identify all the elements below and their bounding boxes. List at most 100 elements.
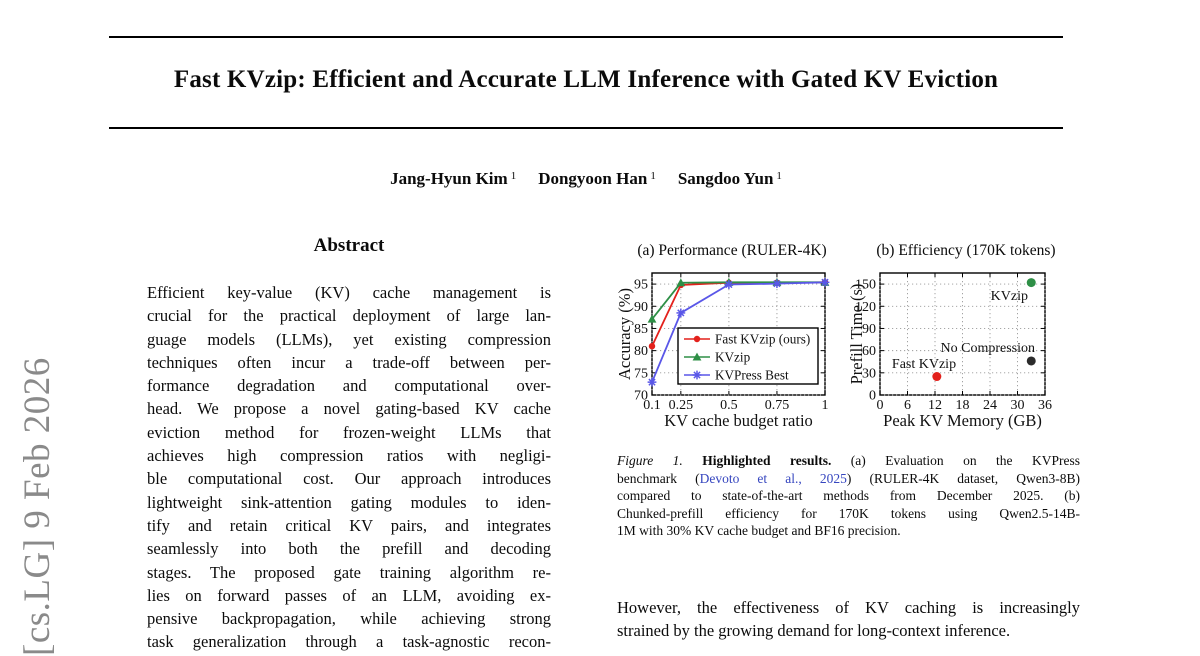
abstract-line: Efficient key-value (KV) cache managemen… <box>147 283 551 302</box>
panel-b-title: (b) Efficiency (170K tokens) <box>876 242 1056 259</box>
abstract-line: eviction method for frozen-weight LLMs t… <box>147 422 551 442</box>
author-affiliation-mark: 1 <box>510 170 517 182</box>
x-tick-label: 24 <box>983 398 997 413</box>
abstract-line: lightweight sink-attention gating module… <box>147 492 551 512</box>
x-tick-label: 1 <box>822 398 829 413</box>
caption-line: Chunked-prefill efficiency for 170K toke… <box>617 505 1080 523</box>
abstract-line: guage models (LLMs), yet existing compre… <box>147 329 551 349</box>
point-label: No Compression <box>941 341 1036 356</box>
caption-text: Chunked-prefill efficiency for 170K toke… <box>617 505 1080 521</box>
author-name: Jang-Hyun Kim <box>390 169 508 188</box>
abstract-line: lies on forward passes of an LLM, avoidi… <box>147 585 551 605</box>
caption-text: ) (RULER-4K dataset, Qwen3-8B) <box>846 470 1080 486</box>
abstract-line: crucial for the practical deployment of … <box>147 306 551 326</box>
author-affiliation-mark: 1 <box>650 170 656 182</box>
legend-label: KVPress Best <box>715 368 789 383</box>
author-affiliation-mark: 1 <box>776 170 782 182</box>
triangle-marker <box>676 278 686 287</box>
y-tick-label: 80 <box>634 344 648 359</box>
y-tick-label: 30 <box>862 366 876 381</box>
x-tick-label: 0 <box>877 398 884 413</box>
caption-emphasis: Highlighted results. <box>702 453 832 468</box>
y-tick-label: 0 <box>869 389 876 404</box>
body-line: strained by the growing demand for long-… <box>617 621 1011 641</box>
abstract-line: stages. The proposed gate training algor… <box>147 562 551 582</box>
author: Sangdoo Yun 1 <box>678 169 782 188</box>
abstract-line: head. We propose a novel gating-based KV… <box>147 399 551 419</box>
asterisk-marker <box>725 280 733 289</box>
x-tick-label: 18 <box>956 398 970 413</box>
y-tick-label: 60 <box>862 344 876 359</box>
point-label: Fast KVzip <box>892 357 956 372</box>
x-tick-label: 0.75 <box>765 398 790 413</box>
x-tick-label: 36 <box>1038 398 1052 413</box>
body-line: However, the effectiveness of KV caching… <box>617 598 1080 617</box>
x-axis-label: Peak KV Memory (GB) <box>883 411 1042 430</box>
legend-label: Fast KVzip (ours) <box>715 332 810 347</box>
caption-line: 1M with 30% KV cache budget and BF16 pre… <box>617 522 1080 540</box>
x-tick-label: 0.5 <box>720 398 738 413</box>
page-title: Fast KVzip: Efficient and Accurate LLM I… <box>173 66 999 93</box>
y-tick-label: 70 <box>634 389 648 404</box>
circle-marker <box>648 343 656 350</box>
caption-text: benchmark ( <box>617 470 700 486</box>
performance-chart: 0.1 0.25 0.5 0.75 1 70 75 80 85 90 95 KV cache budg… <box>615 272 830 430</box>
abstract-text: Efficient key-value (KV) cache managemen… <box>147 281 551 654</box>
legend-label: KVzip <box>715 350 751 365</box>
efficiency-chart: 0 6 12 18 24 30 36 0 30 60 90 120 150 Peak KV Memory … <box>847 272 1052 430</box>
y-tick-label: 95 <box>634 278 648 293</box>
body-paragraph: However, the effectiveness of KV caching… <box>617 596 1080 643</box>
x-tick-label: 0.25 <box>669 398 694 413</box>
data-point-no-compression: No Compression <box>941 341 1036 366</box>
y-tick-label: 75 <box>634 366 648 381</box>
figure-label: Figure 1. <box>617 453 683 468</box>
x-tick-label: 30 <box>1011 398 1025 413</box>
y-axis-label: Accuracy (%) <box>615 288 634 380</box>
author-name: Sangdoo Yun <box>677 169 774 188</box>
abstract-line: seamlessly into both the prefill and dec… <box>147 539 551 559</box>
abstract-line: tify and retain critical KV pairs, and i… <box>147 515 551 535</box>
abstract-line: ble computational cost. Our approach int… <box>147 469 551 489</box>
asterisk-marker <box>693 371 701 379</box>
author-list: Jang-Hyun Kim 1 Dongyoon Han 1 Sangdoo Yun 1 <box>109 169 1063 189</box>
x-tick-label: 0.1 <box>643 398 661 413</box>
author: Dongyoon Han 1 <box>538 169 656 188</box>
legend: Fast KVzip (ours) KVzip KVPress Best <box>677 327 819 385</box>
arxiv-watermark: [cs.LG] 9 Feb 2026 <box>17 357 58 656</box>
triangle-marker <box>692 352 702 361</box>
abstract-line: techniques often incur a trade-off betwe… <box>147 352 551 372</box>
panel-a-title: (a) Performance (RULER-4K) <box>637 242 827 259</box>
citation-link[interactable]: Devoto et al., 2025 <box>699 470 847 486</box>
asterisk-marker <box>821 278 829 286</box>
abstract-heading: Abstract <box>313 235 385 256</box>
data-point-fast-kvzip: Fast KVzip <box>892 357 956 382</box>
y-tick-label: 90 <box>862 322 876 337</box>
y-tick-label: 90 <box>634 300 648 315</box>
x-axis-label: KV cache budget ratio <box>664 411 813 430</box>
circle-marker <box>693 335 701 343</box>
y-tick-label: 120 <box>855 300 876 315</box>
caption-text: 1M with 30% KV cache budget and BF16 pre… <box>617 523 901 539</box>
asterisk-marker <box>773 280 781 288</box>
asterisk-marker <box>648 378 656 386</box>
abstract-line: pensive backpropagation, while achieving… <box>147 609 551 629</box>
abstract-line: achieves high compression ratios with ne… <box>147 446 551 466</box>
caption-line: benchmark (Devoto et al., 2025) (RULER-4… <box>617 470 1080 488</box>
abstract-line: formance degradation and computational o… <box>147 376 551 396</box>
caption-line: Figure 1. Highlighted results. (a) Evalu… <box>617 452 1080 470</box>
y-tick-label: 85 <box>634 322 648 337</box>
author-name: Dongyoon Han <box>538 169 648 188</box>
caption-text: (a) Evaluation on the KVPress <box>831 453 1080 468</box>
series-kvpress-best <box>647 277 830 387</box>
x-tick-label: 6 <box>904 398 911 413</box>
caption-text <box>683 453 702 468</box>
y-tick-label: 150 <box>855 278 876 293</box>
figure-caption: Figure 1. Highlighted results. (a) Evalu… <box>617 452 1080 540</box>
author: Jang-Hyun Kim 1 <box>390 169 516 188</box>
data-point-kvzip: KVzip <box>991 278 1036 304</box>
caption-line: compared to state-of-the-art methods fro… <box>617 487 1080 505</box>
title-bottom-rule <box>109 127 1063 129</box>
triangle-marker <box>647 314 657 323</box>
y-axis-label: Prefill Time (s) <box>847 284 866 385</box>
x-tick-label: 12 <box>928 398 942 413</box>
